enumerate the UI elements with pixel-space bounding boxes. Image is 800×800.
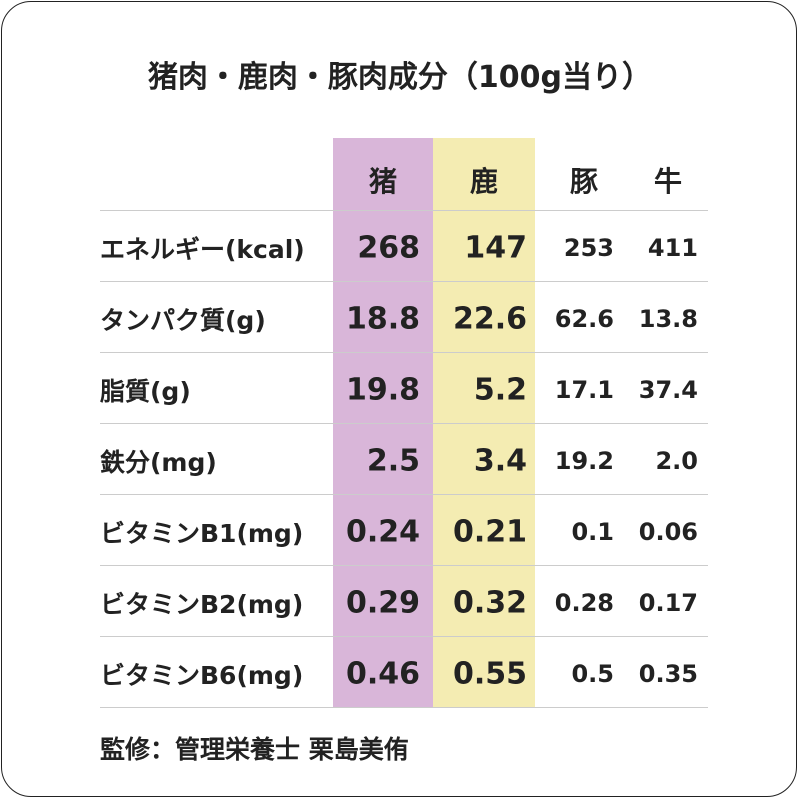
cell: 13.8 bbox=[638, 304, 698, 333]
column-highlight bbox=[433, 138, 535, 707]
cell: 253 bbox=[563, 233, 614, 262]
cell: 2.5 bbox=[366, 443, 420, 478]
cell: 0.55 bbox=[452, 656, 527, 691]
cell: 0.35 bbox=[638, 659, 698, 688]
cell: 411 bbox=[647, 233, 698, 262]
cell: 2.0 bbox=[655, 446, 698, 475]
cell: 0.32 bbox=[452, 585, 527, 620]
row-divider bbox=[100, 636, 708, 637]
cell: 0.24 bbox=[345, 514, 420, 549]
cell: 0.46 bbox=[345, 656, 420, 691]
column-header: 鹿 bbox=[469, 165, 499, 198]
cell: 62.6 bbox=[554, 304, 614, 333]
cell: 147 bbox=[464, 230, 527, 265]
row-label: ビタミンB2(mg) bbox=[100, 589, 304, 619]
row-label: ビタミンB6(mg) bbox=[100, 660, 304, 690]
row-divider bbox=[100, 210, 708, 211]
cell: 0.06 bbox=[638, 517, 698, 546]
row-label: タンパク質(g) bbox=[100, 305, 266, 335]
row-label: エネルギー(kcal) bbox=[100, 234, 305, 264]
row-divider bbox=[100, 565, 708, 566]
column-header: 牛 bbox=[653, 165, 683, 198]
row-label: 脂質(g) bbox=[100, 376, 191, 406]
row-divider bbox=[100, 281, 708, 282]
row-divider bbox=[100, 423, 708, 424]
cell: 0.1 bbox=[571, 517, 614, 546]
cell: 0.5 bbox=[571, 659, 614, 688]
cell: 18.8 bbox=[345, 301, 420, 336]
cell: 0.29 bbox=[345, 585, 420, 620]
row-label: 鉄分(mg) bbox=[100, 447, 217, 477]
cell: 0.21 bbox=[452, 514, 527, 549]
row-divider bbox=[100, 494, 708, 495]
cell: 19.2 bbox=[554, 446, 614, 475]
row-label: ビタミンB1(mg) bbox=[100, 518, 304, 548]
cell: 268 bbox=[357, 230, 420, 265]
title: 猪肉・鹿肉・豚肉成分（100g当り） bbox=[147, 60, 653, 95]
row-divider bbox=[100, 352, 708, 353]
cell: 5.2 bbox=[473, 372, 527, 407]
column-header: 猪 bbox=[368, 165, 398, 198]
cell: 0.17 bbox=[638, 588, 698, 617]
cell: 0.28 bbox=[554, 588, 614, 617]
cell: 3.4 bbox=[473, 443, 527, 478]
footer: 監修：管理栄養士 栗島美侑 bbox=[100, 735, 409, 764]
cell: 17.1 bbox=[554, 375, 614, 404]
cell: 37.4 bbox=[638, 375, 698, 404]
row-divider bbox=[100, 707, 708, 708]
column-highlight bbox=[333, 138, 433, 707]
cell: 19.8 bbox=[345, 372, 420, 407]
cell: 22.6 bbox=[452, 301, 527, 336]
column-header: 豚 bbox=[569, 165, 599, 198]
